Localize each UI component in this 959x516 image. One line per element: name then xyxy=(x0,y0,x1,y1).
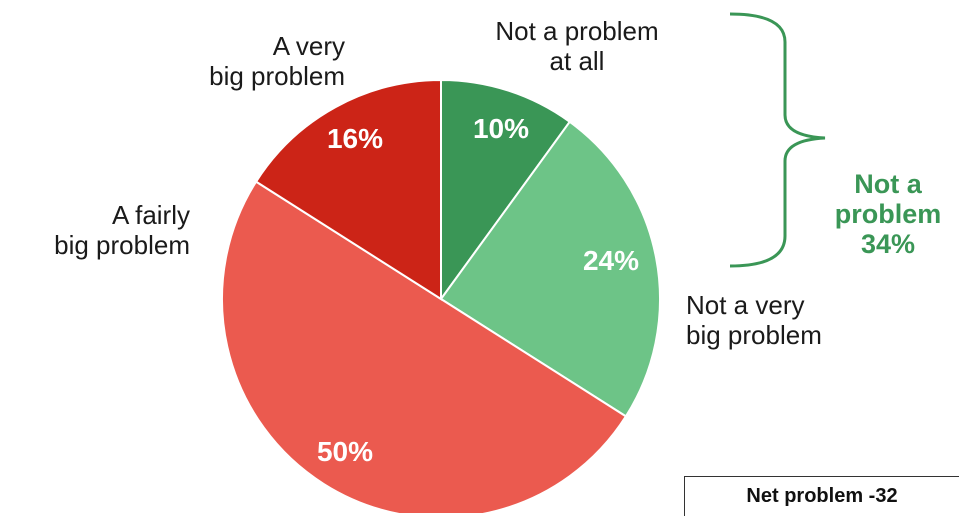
pie-slice-fairly-big xyxy=(221,180,628,513)
slice-label-very-big-line-2: big problem xyxy=(209,61,345,91)
net-problem-box: Net problem -32 xyxy=(684,476,959,516)
slice-label-not-at-all-line-2: at all xyxy=(550,46,605,76)
percent-labels: 10% 24% 50% 16% xyxy=(317,113,639,467)
slice-label-fairly-big-label-line-2: big problem xyxy=(54,230,190,260)
net-problem-label: Net problem -32 xyxy=(746,485,898,507)
slice-label-very-big-line-1: A very xyxy=(273,31,345,61)
slice-label-fairly-big-label-line-1: A fairly xyxy=(112,200,190,230)
slice-percent-fairly-big: 50% xyxy=(317,436,373,467)
pie-slice-not-very-big xyxy=(439,120,661,418)
pie-slice-not-at-all xyxy=(440,78,572,303)
slice-label-not-very-big-line-1: Not a very xyxy=(686,290,805,320)
slice-percent-not-very-big: 24% xyxy=(583,245,639,276)
group-label-value: 34% xyxy=(861,229,915,259)
slice-label-not-at-all-line-1: Not a problem xyxy=(495,16,658,46)
pie-slice-very-big xyxy=(254,78,442,301)
slice-percent-very-big: 16% xyxy=(327,123,383,154)
group-bracket xyxy=(729,12,826,268)
slice-percent-not-at-all: 10% xyxy=(473,113,529,144)
pie-slices xyxy=(221,78,661,513)
group-label-line-2: problem xyxy=(835,199,942,229)
group-label-line-1: Not a xyxy=(854,169,922,199)
slice-label-not-very-big-line-2: big problem xyxy=(686,320,822,350)
